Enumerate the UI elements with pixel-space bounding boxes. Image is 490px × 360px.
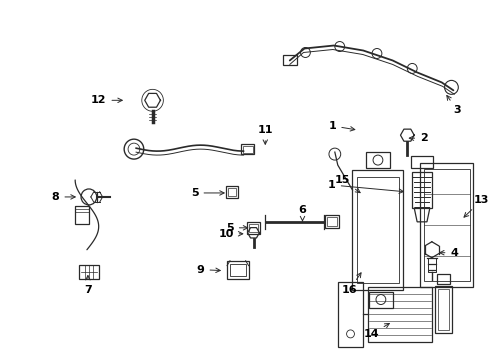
Bar: [368, 287, 432, 342]
Bar: [225, 186, 238, 198]
Bar: [419, 163, 473, 287]
Bar: [412, 172, 432, 208]
Text: 15: 15: [335, 175, 360, 193]
Text: 7: 7: [84, 275, 92, 294]
Bar: [437, 274, 450, 284]
Text: 9: 9: [196, 265, 220, 275]
Text: 1: 1: [329, 121, 355, 131]
Text: 16: 16: [342, 273, 361, 294]
Text: 5: 5: [226, 223, 247, 233]
Bar: [227, 261, 248, 279]
Bar: [79, 265, 98, 279]
Bar: [352, 170, 403, 289]
Text: 3: 3: [447, 95, 461, 115]
Bar: [249, 224, 258, 232]
Bar: [227, 188, 236, 196]
Bar: [243, 146, 252, 153]
Bar: [241, 144, 254, 154]
Text: 13: 13: [464, 195, 490, 217]
Bar: [338, 282, 363, 347]
Bar: [369, 292, 392, 307]
Text: 6: 6: [298, 205, 306, 221]
Text: 4: 4: [440, 248, 458, 258]
Text: 1: 1: [328, 180, 403, 193]
Bar: [75, 206, 89, 224]
Bar: [325, 215, 339, 228]
Bar: [435, 286, 452, 333]
Text: 10: 10: [219, 229, 243, 239]
Text: 12: 12: [91, 95, 122, 105]
Text: 14: 14: [363, 323, 390, 339]
Text: 5: 5: [191, 188, 224, 198]
Bar: [411, 156, 433, 168]
Bar: [247, 222, 260, 234]
Bar: [366, 152, 390, 168]
Text: 8: 8: [51, 192, 75, 202]
Bar: [357, 177, 398, 283]
Bar: [327, 217, 337, 226]
Text: 11: 11: [258, 125, 273, 144]
Bar: [423, 168, 469, 281]
Bar: [230, 264, 245, 276]
Bar: [283, 55, 296, 66]
Text: 2: 2: [409, 133, 428, 143]
Bar: [438, 289, 449, 330]
